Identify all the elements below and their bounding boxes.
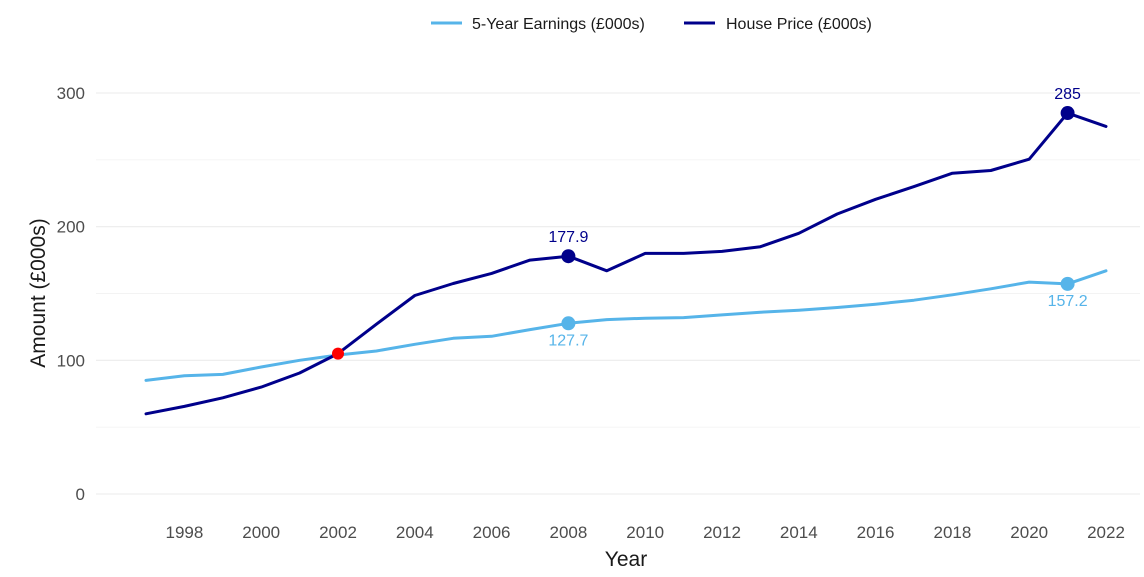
grid-lines	[96, 92, 1140, 495]
data-label: 177.9	[548, 229, 588, 246]
data-label: 285	[1054, 86, 1081, 103]
y-tick-label: 0	[76, 485, 85, 504]
y-tick-label: 300	[57, 84, 85, 103]
series-lines	[144, 111, 1108, 416]
x-tick-label: 1998	[165, 523, 203, 542]
highlight-point	[1060, 276, 1075, 291]
data-label: 127.7	[548, 332, 588, 349]
y-axis-ticks: 0 100 200 300	[57, 84, 85, 504]
highlight-point	[561, 249, 576, 264]
x-tick-label: 2018	[933, 523, 971, 542]
x-tick-label: 2014	[780, 523, 818, 542]
x-tick-label: 2020	[1010, 523, 1048, 542]
x-tick-label: 2008	[549, 523, 587, 542]
legend: 5-Year Earnings (£000s) House Price (£000…	[431, 16, 872, 33]
x-tick-label: 2004	[396, 523, 434, 542]
highlight-point	[1060, 106, 1075, 121]
x-tick-label: 2000	[242, 523, 280, 542]
y-axis-title: Amount (£000s)	[27, 218, 50, 367]
data-label: 157.2	[1048, 293, 1088, 310]
legend-label: House Price (£000s)	[726, 16, 872, 33]
x-tick-label: 2006	[473, 523, 511, 542]
house-price-line	[144, 111, 1108, 416]
highlight-points	[332, 106, 1075, 360]
x-tick-label: 2012	[703, 523, 741, 542]
legend-label: 5-Year Earnings (£000s)	[472, 16, 645, 33]
y-tick-label: 100	[57, 351, 85, 370]
data-labels: 177.9 285 127.7 157.2	[548, 86, 1087, 349]
x-axis-ticks: 1998 2000 2002 2004 2006 2008 2010 2012 2014 2016…	[165, 523, 1124, 542]
earnings-line	[144, 269, 1108, 382]
y-tick-label: 200	[57, 218, 85, 237]
x-tick-label: 2016	[857, 523, 895, 542]
highlight-point	[561, 316, 576, 331]
x-axis-title: Year	[605, 548, 647, 571]
x-tick-label: 2022	[1087, 523, 1125, 542]
x-tick-label: 2010	[626, 523, 664, 542]
crossover-point	[332, 347, 344, 360]
x-tick-label: 2002	[319, 523, 357, 542]
